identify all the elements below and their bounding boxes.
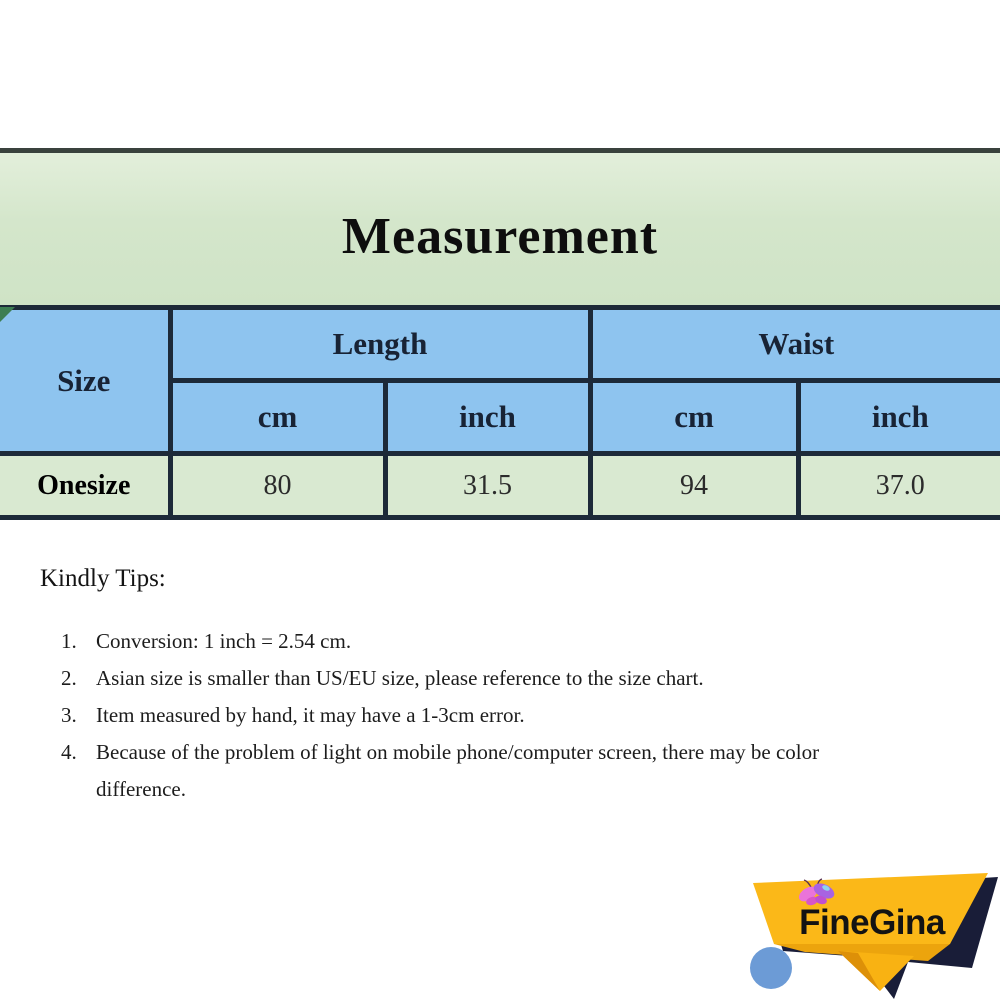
tip-item-2: Asian size is smaller than US/EU size, p…	[82, 660, 885, 697]
table-header-group-row: Size Length Waist	[0, 305, 1000, 456]
tip-item-1: Conversion: 1 inch = 2.54 cm.	[82, 623, 885, 660]
tip-item-3: Item measured by hand, it may have a 1-3…	[82, 697, 885, 734]
table-subheader-row: cm inch cm inch	[0, 378, 1000, 456]
tips-list: Conversion: 1 inch = 2.54 cm. Asian size…	[40, 623, 885, 808]
butterfly-icon	[798, 878, 835, 906]
table-row: Onesize 80 31.5 94 37.0	[0, 451, 1000, 520]
cell-length-inch: 31.5	[382, 451, 593, 520]
cell-size-name: Onesize	[0, 451, 173, 520]
subheader-waist-cm: cm	[587, 378, 801, 456]
col-group-length: Length	[167, 305, 593, 383]
brand-dot	[750, 947, 792, 989]
kindly-tips-section: Kindly Tips: Conversion: 1 inch = 2.54 c…	[40, 565, 885, 808]
brand-name: FineGina	[799, 903, 946, 942]
subheader-waist-inch: inch	[795, 378, 1000, 456]
cell-waist-inch: 37.0	[795, 451, 1000, 520]
tip-item-4: Because of the problem of light on mobil…	[82, 734, 885, 808]
corner-fold-decoration	[0, 307, 15, 322]
page-title: Measurement	[341, 207, 659, 265]
subheader-length-cm: cm	[167, 378, 388, 456]
tips-heading: Kindly Tips:	[40, 565, 166, 592]
cell-length-cm: 80	[167, 451, 388, 520]
col-header-size: Size	[0, 305, 173, 456]
size-table: Size Length Waist cm inch cm inch Onesiz…	[0, 305, 1000, 520]
measurement-banner: Measurement	[0, 148, 1000, 305]
subheader-length-inch: inch	[382, 378, 593, 456]
logo-tail-crease	[838, 951, 880, 991]
cell-waist-cm: 94	[587, 451, 801, 520]
finegina-logo: FineGina	[750, 873, 998, 999]
col-group-waist: Waist	[587, 305, 1000, 383]
